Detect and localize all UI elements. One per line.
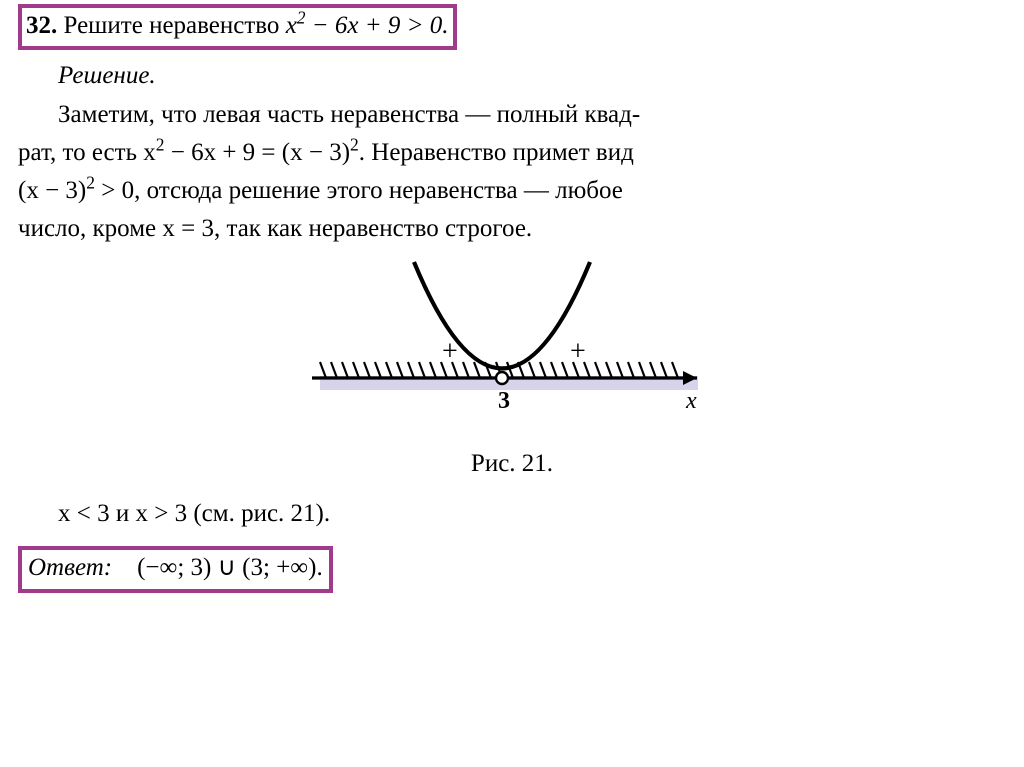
body-line-4: число, кроме x = 3, так как неравенство … bbox=[18, 211, 1006, 247]
figure-caption: Рис. 21. bbox=[18, 446, 1006, 482]
problem-text: Решите неравенство bbox=[64, 12, 286, 39]
figure-container: + +3 x Рис. 21. bbox=[18, 256, 1006, 483]
problem-number: 32. bbox=[26, 12, 57, 39]
answer-label: Ответ: bbox=[28, 554, 112, 581]
svg-text:x: x bbox=[685, 388, 697, 414]
answer-box: Ответ: (−∞; 3) ∪ (3; +∞). bbox=[18, 546, 333, 592]
body-line-1: Заметим, что левая часть неравенства — п… bbox=[18, 97, 1006, 133]
problem-inequality: x2 − 6x + 9 > 0. bbox=[286, 12, 449, 39]
svg-text:+: + bbox=[442, 336, 458, 367]
svg-text:+: + bbox=[570, 336, 586, 367]
body-line-2: рат, то есть x2 − 6x + 9 = (x − 3)2. Нер… bbox=[18, 135, 1006, 171]
body-line-3: (x − 3)2 > 0, отсюда решение этого нерав… bbox=[18, 173, 1006, 209]
svg-text:3: 3 bbox=[498, 388, 510, 414]
conclusion: x < 3 и x > 3 (см. рис. 21). bbox=[18, 496, 1006, 532]
solution-label: Решение. bbox=[18, 58, 1006, 94]
parabola-figure: + +3 x bbox=[302, 256, 722, 421]
answer-value: (−∞; 3) ∪ (3; +∞). bbox=[137, 554, 323, 581]
problem-box: 32. Решите неравенство x2 − 6x + 9 > 0. bbox=[18, 4, 457, 50]
